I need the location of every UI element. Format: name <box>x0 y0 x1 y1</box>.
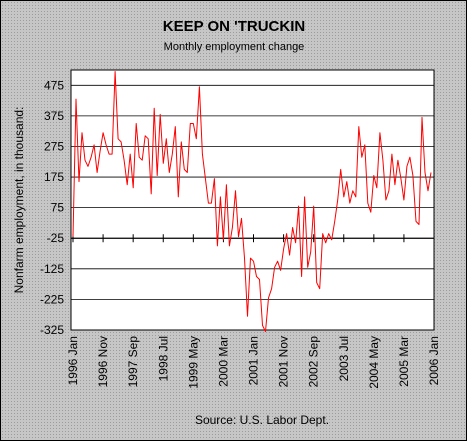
x-tick-label: 2001 Nov <box>277 336 291 387</box>
y-tick-label: -25 <box>47 231 65 245</box>
x-tick-label: 1998 Jul <box>156 336 170 381</box>
y-tick-label: 75 <box>51 201 65 215</box>
y-tick-label: 375 <box>44 109 64 123</box>
x-tick-label: 2004 May <box>367 336 381 389</box>
chart-subtitle: Monthly employment change <box>164 41 305 53</box>
series-layer <box>72 71 432 332</box>
plot-area <box>70 69 435 331</box>
x-tick-label: 2002 Sep <box>307 336 321 388</box>
chart-title: KEEP ON 'TRUCKIN <box>163 18 305 35</box>
y-tick-label: 175 <box>44 170 64 184</box>
x-tick-label: 2000 Mar <box>216 336 230 387</box>
y-axis-ticks: 475 375 275 175 75 -25 -125 -225 -325 <box>40 78 64 337</box>
x-tick-label: 1997 Sep <box>126 336 140 388</box>
x-tick-label: 1999 May <box>186 336 200 389</box>
y-tick-label: -225 <box>40 292 64 306</box>
y-tick-label: 275 <box>44 139 64 153</box>
x-tick-label: 2003 Jul <box>337 336 351 381</box>
y-tick-label: -325 <box>40 323 64 337</box>
x-tick-label: 2001 Jan <box>247 336 261 385</box>
x-axis-ticks: 1996 Jan 1996 Nov 1997 Sep 1998 Jul 1999 May… <box>66 234 441 389</box>
y-axis-label: Nonfarm employment, in thousand: <box>12 107 26 294</box>
x-tick-label: 1996 Nov <box>96 336 110 387</box>
x-tick-label: 2005 Mar <box>397 336 411 387</box>
grid-lines <box>71 84 434 331</box>
x-tick-label: 2006 Jan <box>427 336 441 385</box>
y-tick-label: 475 <box>44 78 64 92</box>
series-line <box>72 71 432 332</box>
y-tick-label: -125 <box>40 262 64 276</box>
x-tick-label: 1996 Jan <box>66 336 80 385</box>
source-note: Source: U.S. Labor Dept. <box>195 413 329 427</box>
